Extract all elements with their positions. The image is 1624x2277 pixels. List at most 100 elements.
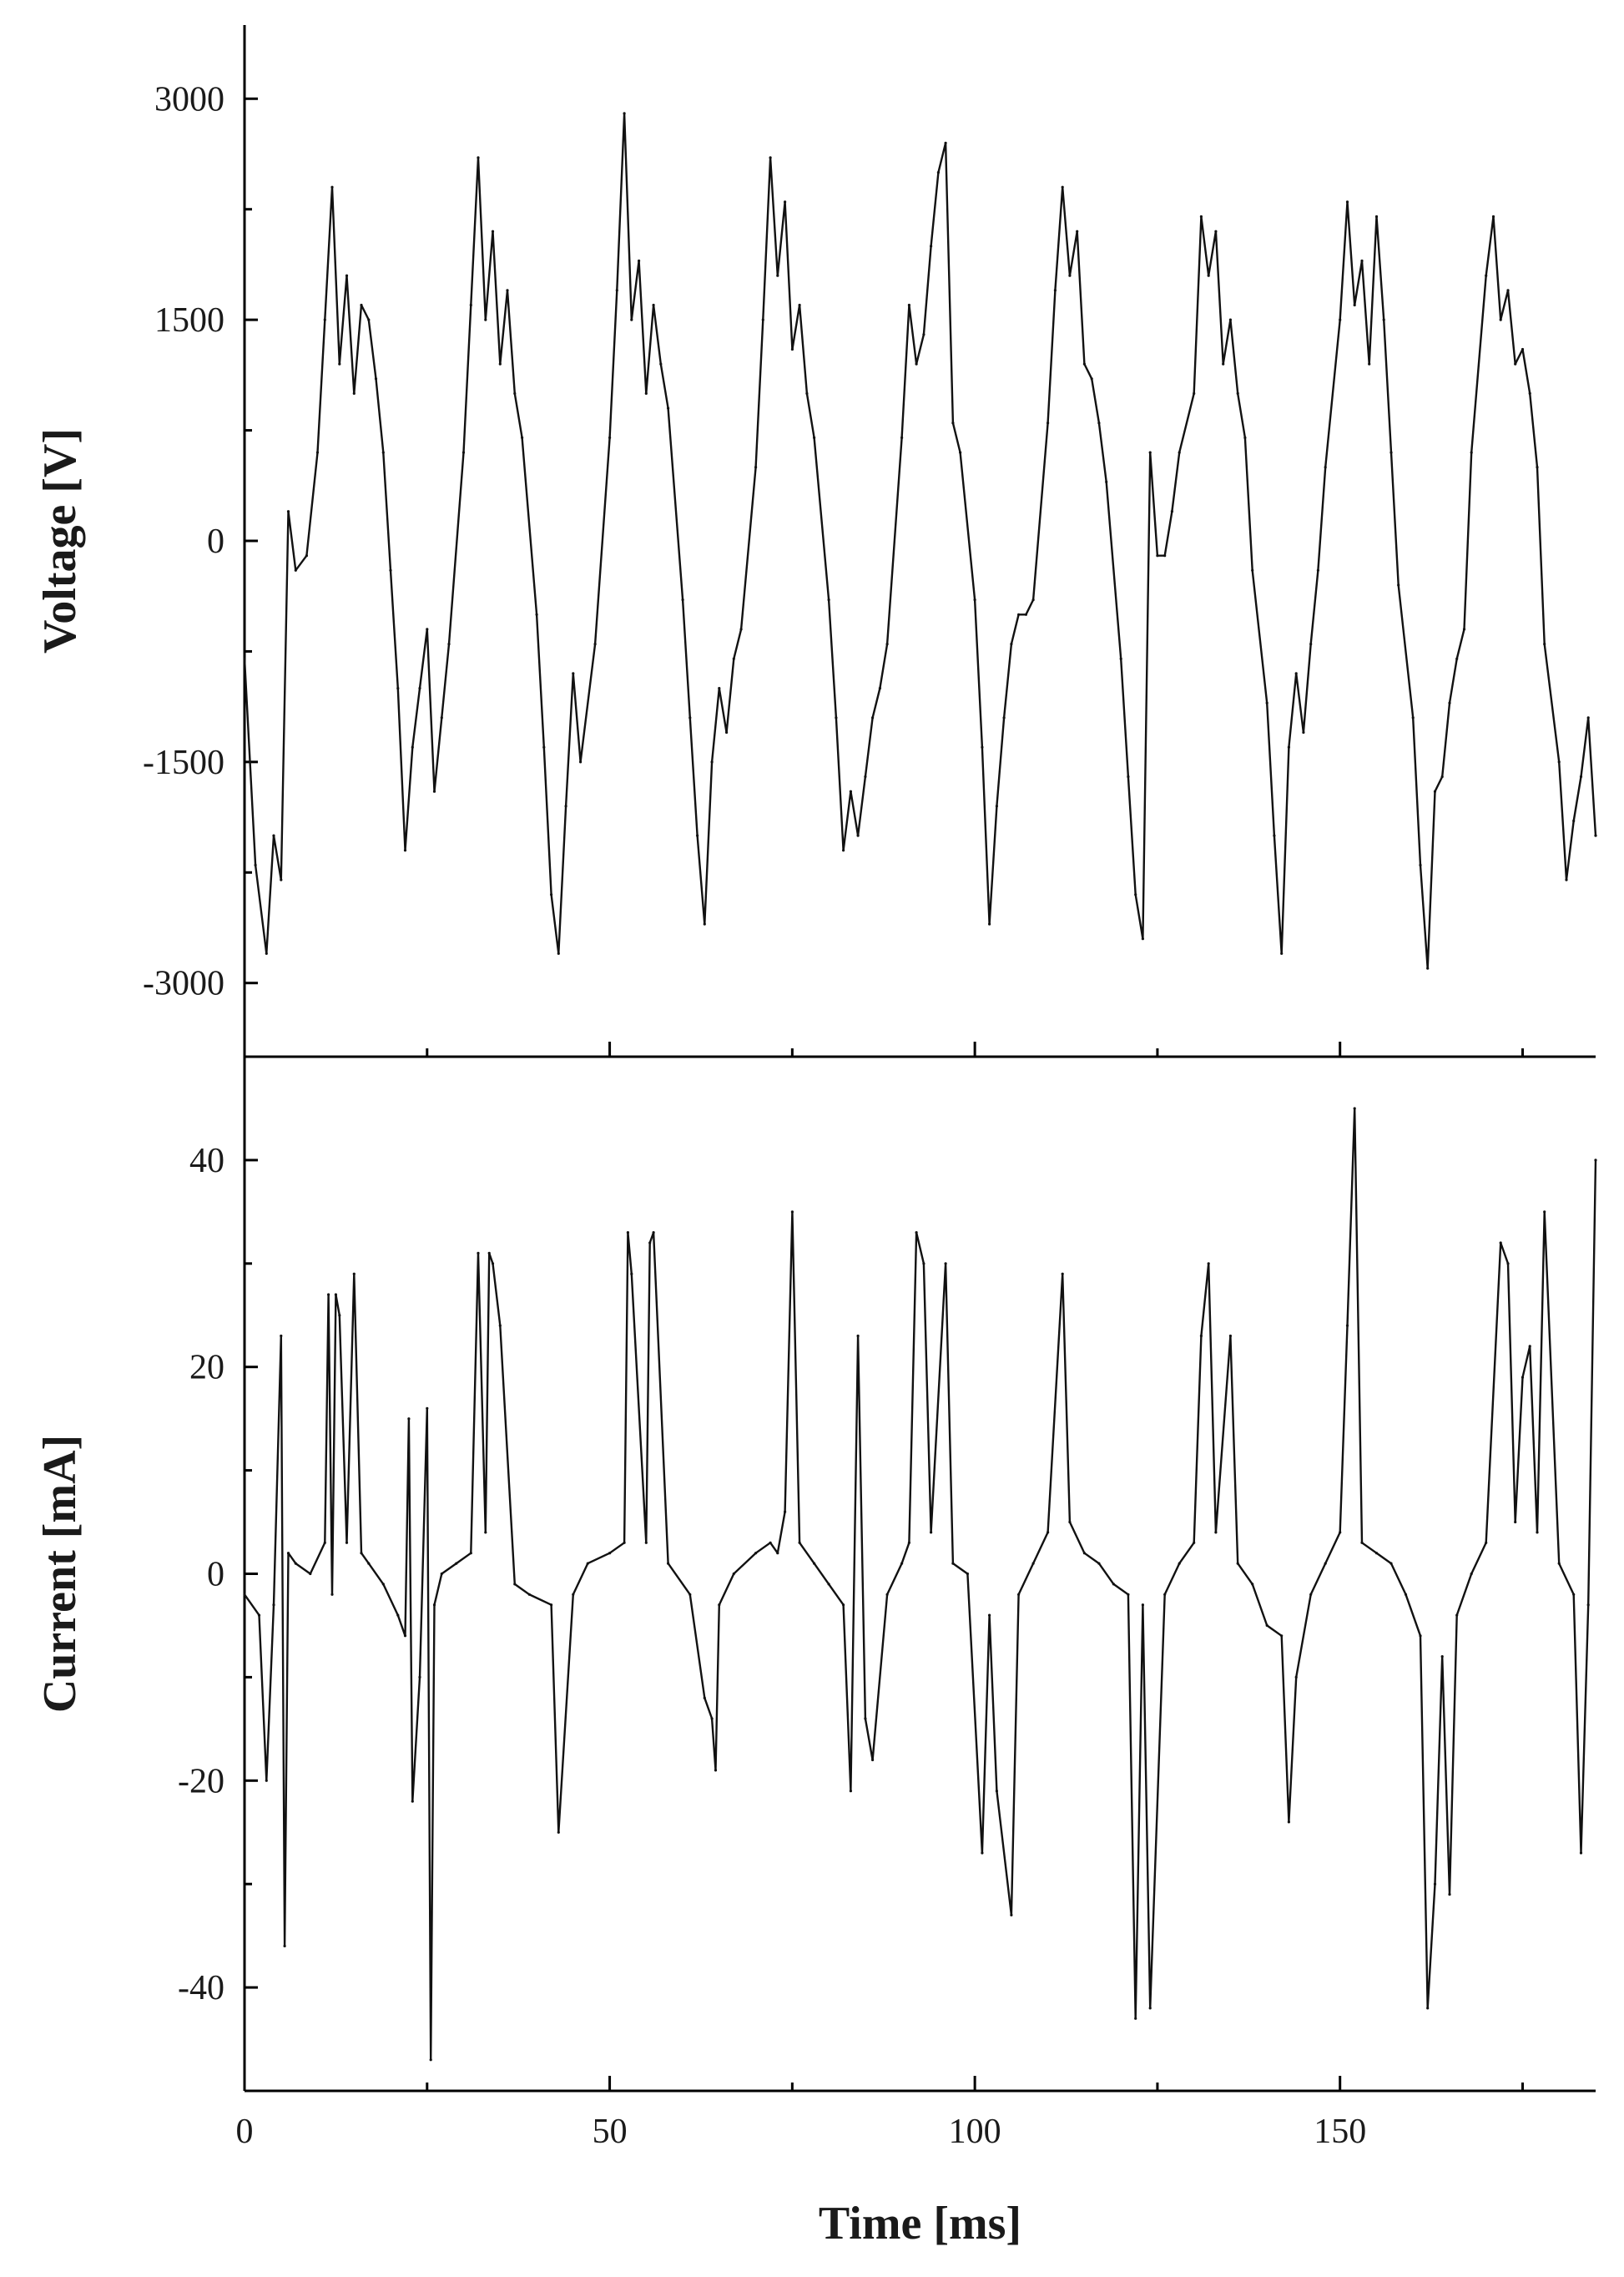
current-data-point	[688, 1593, 692, 1596]
voltage-data-point	[864, 775, 867, 779]
current-data-point	[1141, 1603, 1144, 1607]
current-data-point	[1280, 1634, 1284, 1638]
current-data-point	[1448, 1893, 1451, 1896]
voltage-data-point	[1339, 318, 1342, 321]
current-data-point	[1214, 1531, 1218, 1534]
voltage-data-point	[1119, 657, 1122, 660]
current-data-point	[776, 1552, 779, 1555]
current-data-point	[272, 1603, 275, 1607]
voltage-data-point	[1426, 967, 1430, 970]
voltage-data-point	[1251, 568, 1254, 572]
voltage-data-point	[1082, 362, 1086, 366]
voltage-data-point	[608, 436, 612, 440]
current-data-point	[623, 1541, 626, 1544]
current-data-point	[1536, 1531, 1539, 1534]
current-data-point	[995, 1790, 998, 1793]
current-data-point	[487, 1251, 491, 1255]
voltage-data-point	[593, 643, 597, 646]
voltage-data-point	[403, 849, 407, 852]
voltage-data-point	[1368, 362, 1371, 366]
current-data-point	[907, 1541, 910, 1544]
current-data-point	[1112, 1583, 1115, 1586]
current-data-point	[411, 1800, 414, 1803]
current-data-point	[1426, 2007, 1430, 2010]
current-data-point	[432, 1603, 436, 1607]
voltage-data-point	[461, 451, 466, 454]
voltage-data-point	[315, 451, 320, 454]
voltage-data-point	[900, 436, 904, 440]
voltage-data-point	[484, 318, 487, 321]
voltage-data-point	[418, 687, 421, 690]
voltage-data-point	[681, 598, 684, 602]
voltage-data-point	[1193, 391, 1196, 395]
current-data-point	[455, 1562, 458, 1565]
current-data-point	[550, 1603, 553, 1607]
current-data-point	[1236, 1562, 1239, 1565]
current-data-point	[966, 1572, 969, 1576]
voltage-y-tick-label: 0	[207, 523, 224, 561]
voltage-data-point	[944, 141, 947, 144]
current-data-point	[644, 1541, 648, 1544]
current-data-point	[1324, 1562, 1327, 1565]
voltage-data-point	[498, 362, 502, 366]
voltage-data-point	[345, 274, 349, 277]
voltage-data-point	[1228, 318, 1232, 321]
voltage-data-point	[1485, 274, 1488, 277]
voltage-data-point	[1470, 451, 1473, 454]
current-data-point	[345, 1541, 349, 1544]
current-data-point	[915, 1231, 918, 1234]
voltage-data-point	[243, 657, 246, 660]
voltage-series-points	[243, 112, 1597, 970]
current-data-point	[754, 1552, 758, 1555]
current-data-point	[396, 1613, 400, 1617]
voltage-data-point	[638, 259, 641, 263]
voltage-data-point	[1287, 745, 1290, 749]
voltage-data-point	[813, 436, 816, 440]
current-data-point	[885, 1593, 889, 1596]
current-series-points	[243, 1107, 1597, 2062]
voltage-data-point	[272, 834, 275, 837]
current-data-point	[1127, 1593, 1130, 1596]
voltage-data-point	[286, 510, 290, 513]
current-y-tick-label: 20	[189, 1349, 224, 1387]
current-data-point	[265, 1779, 268, 1782]
voltage-data-point	[352, 391, 356, 395]
current-tick-labels: -40 -20 0 20 40 0 50 100 150	[178, 1142, 1366, 2151]
voltage-data-point	[550, 893, 553, 896]
voltage-data-point	[1324, 466, 1327, 469]
voltage-data-point	[426, 628, 429, 631]
current-data-point	[477, 1251, 480, 1255]
time-axis-label: Time [ms]	[819, 2198, 1021, 2249]
voltage-data-point	[432, 790, 436, 793]
current-data-point	[827, 1583, 830, 1586]
current-x-tick-label: 100	[949, 2113, 1001, 2151]
voltage-data-point	[1076, 230, 1079, 233]
voltage-data-point	[1273, 834, 1276, 837]
voltage-data-point	[579, 760, 583, 764]
current-data-point	[498, 1324, 502, 1327]
voltage-data-point	[739, 628, 743, 631]
voltage-data-point	[1499, 318, 1502, 321]
current-data-point	[1031, 1562, 1035, 1565]
current-data-point	[930, 1531, 933, 1534]
current-data-point	[352, 1272, 356, 1275]
voltage-data-point	[798, 303, 801, 307]
voltage-data-point	[542, 745, 546, 749]
current-data-point	[1228, 1334, 1232, 1338]
current-data-point	[243, 1593, 246, 1596]
voltage-data-point	[885, 643, 889, 646]
current-data-point	[1061, 1272, 1064, 1275]
voltage-data-point	[790, 347, 794, 351]
current-data-point	[1455, 1613, 1459, 1617]
current-data-point	[418, 1675, 421, 1679]
current-panel: -40 -20 0 20 40 0 50 100 150 Current [mA] Time […	[34, 1057, 1597, 2249]
voltage-data-point	[644, 391, 648, 395]
current-data-point	[703, 1696, 706, 1699]
current-data-point	[710, 1717, 714, 1720]
voltage-data-point	[1105, 480, 1108, 484]
current-data-point	[798, 1541, 801, 1544]
voltage-data-point	[769, 156, 772, 159]
voltage-data-point	[1002, 716, 1006, 719]
voltage-data-point	[254, 863, 257, 867]
current-y-tick-label: -40	[178, 1969, 224, 2007]
